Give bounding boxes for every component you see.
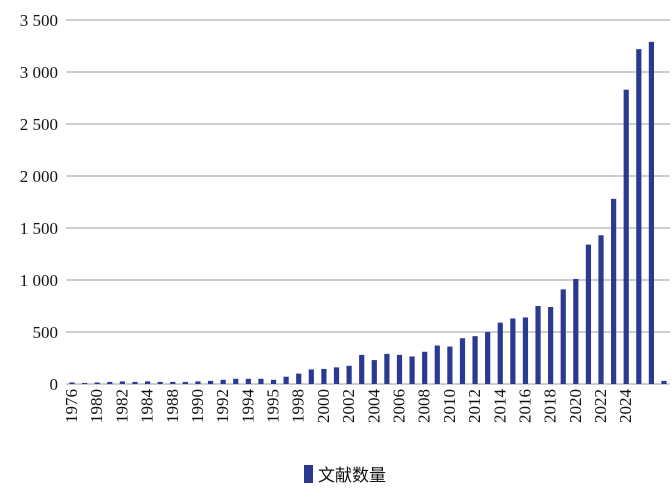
bar (510, 318, 516, 384)
bar (434, 345, 440, 384)
x-tick-label: 2012 (465, 389, 484, 423)
bar (296, 373, 302, 384)
bar (144, 381, 151, 384)
bar (308, 369, 314, 384)
x-tick-label: 2024 (616, 389, 635, 424)
bar (207, 380, 214, 384)
y-tick-label: 2 500 (20, 115, 58, 134)
bar (283, 376, 289, 384)
bar (648, 41, 655, 385)
bar (422, 351, 428, 384)
bar (270, 379, 277, 384)
bar (661, 380, 667, 384)
y-tick-label: 0 (50, 375, 59, 394)
bar (447, 346, 453, 384)
y-tick-label: 3 500 (20, 11, 58, 30)
bar (497, 322, 503, 384)
bar (119, 381, 125, 384)
bar (384, 353, 390, 384)
bar (245, 378, 251, 384)
bar (409, 356, 415, 384)
y-tick-label: 3 000 (20, 63, 58, 82)
x-tick-label: 1980 (87, 389, 106, 423)
bar (107, 381, 113, 384)
bar (548, 307, 554, 384)
bar (573, 278, 579, 384)
bar (585, 244, 592, 384)
bar (396, 354, 403, 384)
bar (636, 49, 642, 385)
bar (485, 332, 491, 384)
bar (371, 360, 377, 384)
x-tick-label: 2022 (591, 389, 610, 423)
bar (333, 367, 340, 384)
bar (346, 365, 352, 384)
x-tick-label: 1998 (289, 389, 308, 423)
bar (472, 336, 478, 384)
legend-label: 文献数量 (318, 466, 386, 485)
bar (611, 198, 617, 384)
x-tick-label: 1976 (62, 389, 81, 423)
bar (233, 378, 239, 384)
x-tick-label: 2004 (364, 389, 383, 424)
y-tick-label: 1 500 (20, 219, 58, 238)
x-tick-label: 2016 (515, 389, 534, 423)
x-tick-label: 1994 (238, 389, 257, 424)
x-tick-label: 1995 (264, 389, 283, 423)
y-tick-label: 500 (33, 323, 59, 342)
bar (157, 381, 163, 384)
x-tick-label: 2008 (415, 389, 434, 423)
x-tick-label: 2010 (440, 389, 459, 423)
bar (132, 381, 138, 384)
x-tick-label: 1984 (138, 389, 157, 424)
legend-swatch (304, 465, 313, 483)
bar (220, 379, 226, 384)
bar (170, 381, 176, 384)
bar (522, 317, 529, 384)
y-tick-label: 1 000 (20, 271, 58, 290)
bar (560, 289, 566, 384)
bar (258, 378, 264, 384)
x-tick-label: 2002 (339, 389, 358, 423)
x-tick-label: 2020 (566, 389, 585, 423)
bar (623, 89, 629, 385)
x-tick-label: 2018 (541, 389, 560, 423)
bar (94, 382, 100, 384)
x-tick-label: 2014 (490, 389, 509, 424)
bar (459, 338, 466, 384)
bar (598, 235, 604, 384)
bar (535, 306, 541, 384)
bar (81, 382, 88, 384)
x-tick-label: 1992 (213, 389, 232, 423)
y-tick-label: 2 000 (20, 167, 58, 186)
bar (359, 354, 365, 384)
x-tick-label: 2006 (389, 389, 408, 423)
x-tick-label: 1982 (112, 389, 131, 423)
x-tick-label: 1988 (163, 389, 182, 423)
bar (321, 368, 327, 384)
bar (69, 382, 75, 384)
bar (182, 381, 188, 384)
bar (195, 381, 201, 384)
x-tick-label: 2000 (314, 389, 333, 423)
x-tick-label: 1990 (188, 389, 207, 423)
